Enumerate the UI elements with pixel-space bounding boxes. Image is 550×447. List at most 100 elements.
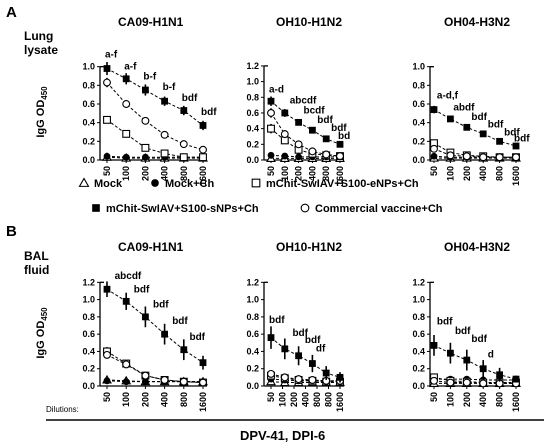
legend-label-mock: Mock [94,178,123,190]
significance-label: abcdf [290,96,317,107]
legend-item-mock: Mock [78,177,123,190]
point-snps [142,313,149,321]
y-tick-label: 0.4 [246,124,259,134]
point-mock_ch [103,377,111,385]
point-snps [295,118,302,126]
legend-item-mock_ch: Mock+Ch [151,178,214,190]
y-tick-label: 1.2 [82,277,95,287]
y-tick-label: 0.4 [82,346,95,356]
y-tick-label: 0.0 [246,381,259,391]
point-commercial [294,375,303,384]
x-tick-label: 50 [102,166,112,176]
chart-b-1: CA09-H1N1 0.0 0.2 0.4 0.6 0.8 1.0 1.2 50 100 200 40… [82,240,208,412]
point-mock_ch [295,153,302,161]
significance-label: bdf [455,326,471,337]
point-mock_ch [122,378,130,386]
series-line-snps [270,337,341,378]
series-snps [103,62,207,131]
point-mock_ch [281,152,289,160]
panel-a-letter: A [6,4,17,21]
series-line-enps [106,119,203,158]
legend-item-snps: mChit-SwIAV+S100-sNPs+Ch [92,203,259,215]
point-commercial [199,145,207,154]
significance-label: b-f [163,82,176,93]
point-commercial [446,151,455,160]
y-tick-label: 0.6 [246,329,259,339]
legend-item-enps: mChit-SwIAV+S100-eNPs+Ch [251,178,419,190]
point-commercial [160,376,169,384]
point-enps [267,124,275,133]
series-line-commercial [106,354,204,384]
series-line-enps [106,351,204,384]
point-snps [496,371,503,379]
point-commercial [495,153,504,162]
significance-label: bd [338,131,350,142]
point-enps [199,153,207,162]
series-enps [103,115,207,162]
x-tick-label: 200 [140,392,150,407]
x-tick-label: 100 [121,392,131,407]
y-tick-label: 0.8 [412,312,425,322]
panel-b-sample-label-line1: BAL [24,249,49,263]
x-tick-label: 800 [495,392,505,407]
x-tick-label: 800 [321,166,331,181]
point-commercial [179,377,188,386]
significance-label: bdf [182,93,198,104]
chart-title: CA09-H1N1 [118,240,184,254]
x-tick-label: 100 [445,392,455,407]
panel-a-sample-label-line2: lysate [24,43,58,57]
point-snps [180,346,188,354]
significance-label: bdf [514,133,530,144]
y-tick-label: 1.2 [246,61,259,71]
significance-label: bdf [269,315,285,326]
chart-a-3: OH04-H3N2 0.0 0.2 0.4 0.6 0.8 1.0 50 100 200 400 80… [412,15,530,186]
chart-title: OH04-H3N2 [444,15,510,29]
x-tick-label: 100 [121,166,131,181]
point-enps [179,153,188,162]
y-tick-label: 0.4 [412,118,425,128]
x-tick-label: 400 [160,392,170,407]
point-snps [322,369,330,377]
point-snps [103,65,111,72]
significance-label: bdf [305,335,321,346]
chart-b-2: OH10-H1N2 0.0 0.2 0.4 0.6 0.8 1.0 1.2 50 100 200 40… [246,240,345,412]
panel-a-sample-label-line1: Lung [24,29,53,43]
x-tick-label: 1600 [335,166,345,186]
point-snps [512,142,520,150]
series-snps [430,105,520,150]
point-commercial [267,109,275,117]
point-snps [122,75,130,83]
x-tick-label: 200 [462,392,472,407]
y-tick-label: 0.0 [82,155,95,165]
y-tick-label: 0.6 [412,99,425,109]
series-commercial [103,350,207,387]
point-commercial [280,130,289,139]
x-tick-label: 200 [294,166,304,181]
chart-title: CA09-H1N1 [118,15,184,29]
panel-b-ylabel: IgG OD450 [35,307,49,359]
point-snps [496,137,503,145]
series-enps [267,371,344,386]
x-tick-label: 800 [179,392,189,407]
point-commercial [141,116,150,125]
y-tick-label: 1.0 [246,77,259,87]
x-tick-label: 400 [160,166,170,181]
point-commercial [462,378,471,387]
y-tick-label: 0.0 [412,155,425,165]
x-tick-label: 200 [140,166,150,181]
point-commercial [430,376,438,385]
legend-label-enps: mChit-SwIAV+S100-eNPs+Ch [266,178,419,190]
y-tick-label: 0.6 [246,108,259,118]
x-tick-label: 50 [429,166,439,176]
chart-a-1: CA09-H1N1 0.0 0.2 0.4 0.6 0.8 1.0 50 100 200 400 80… [82,15,217,186]
legend-label-mock_ch: Mock+Ch [165,178,214,190]
significance-label: a-f [105,49,118,60]
point-commercial [141,371,150,380]
x-tick-label: 200 [289,392,299,407]
y-tick-label: 0.2 [246,364,259,374]
x-tick-label: 400 [301,392,311,407]
point-enps [160,149,169,158]
significance-label: a-f [124,61,137,72]
point-snps [295,352,302,360]
series-snps [267,96,344,148]
